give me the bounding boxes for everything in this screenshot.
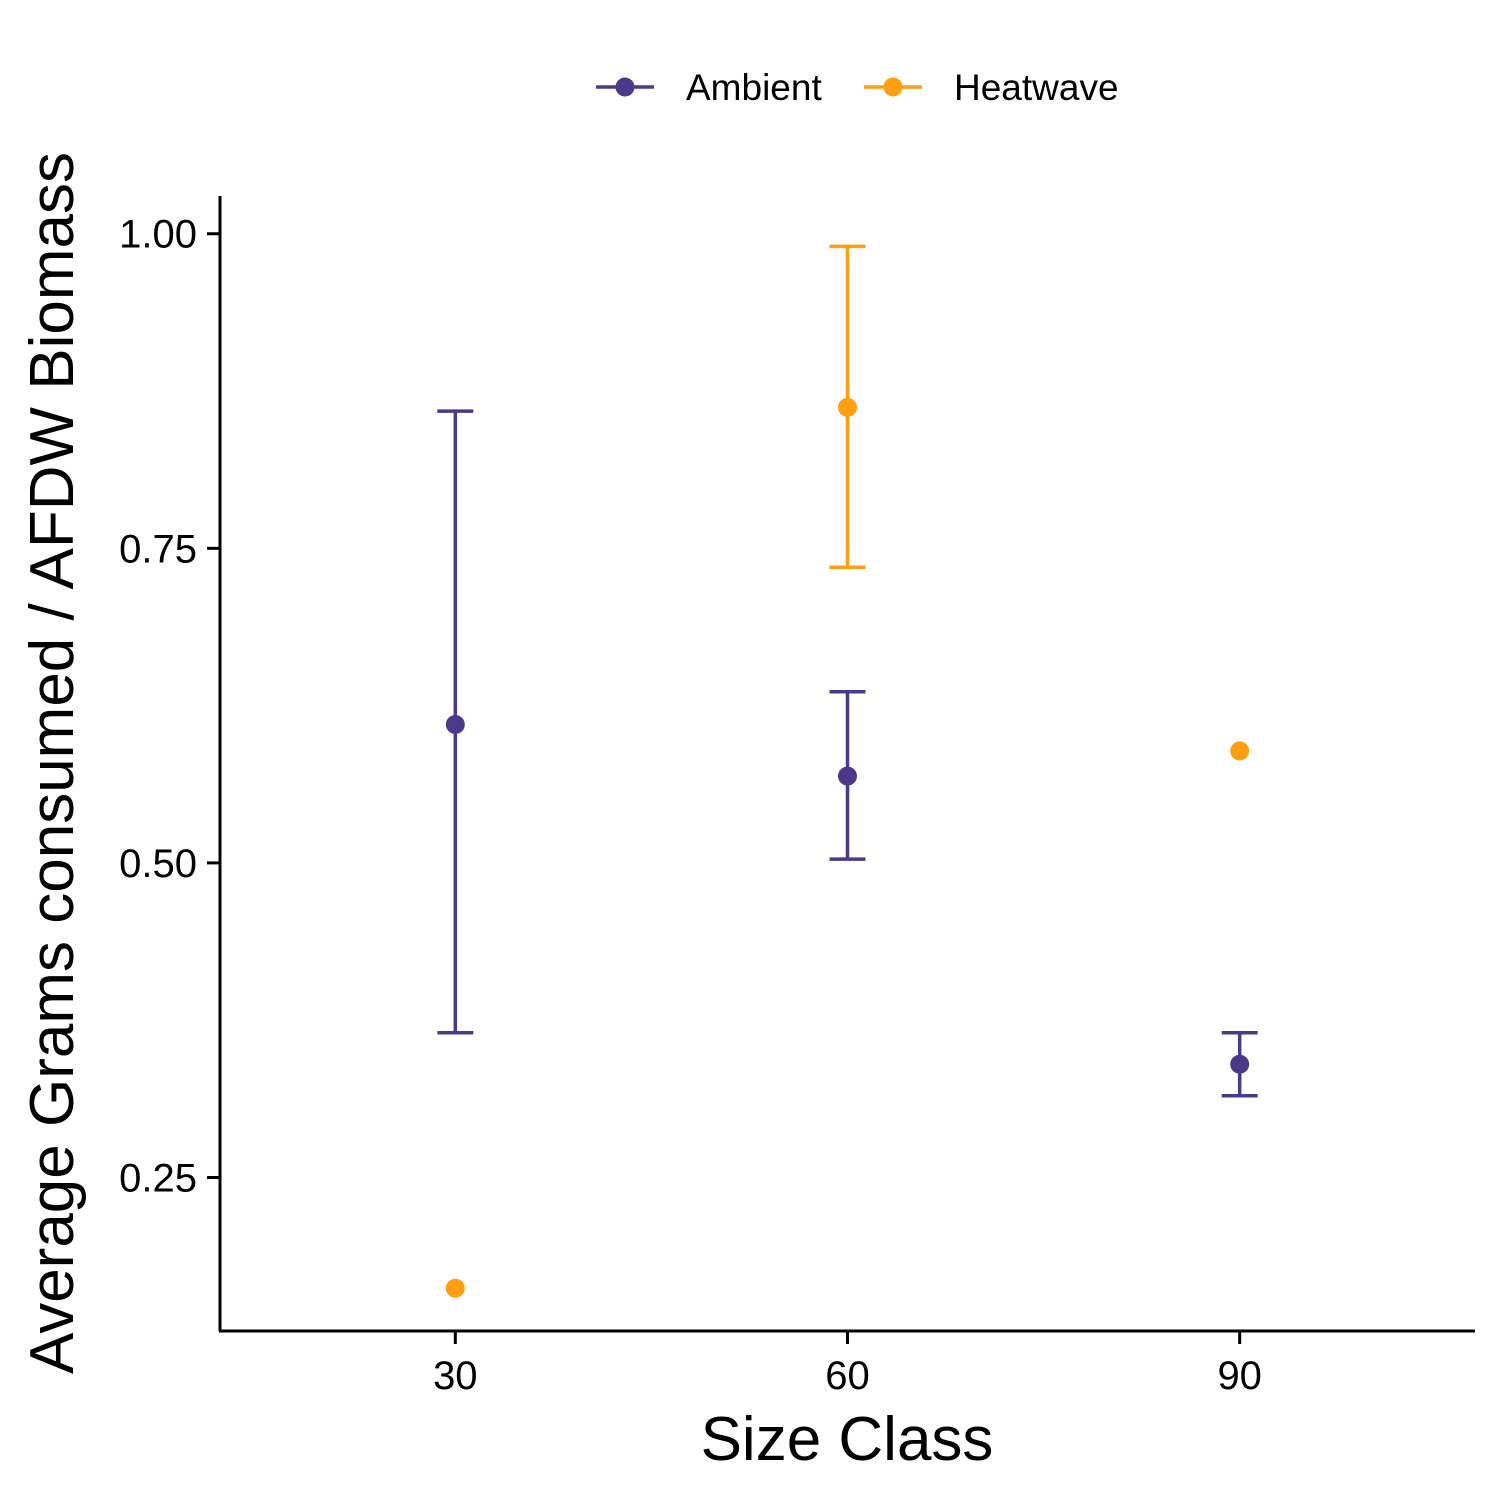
y-tick-label: 0.50	[119, 842, 197, 886]
legend-key-point	[883, 77, 903, 97]
x-tick-label: 30	[433, 1354, 478, 1398]
data-point	[838, 397, 857, 417]
y-ticks: 0.25 0.50 0.75 1.00	[119, 213, 220, 1200]
legend-label: Heatwave	[954, 67, 1119, 108]
y-tick-label: 1.00	[119, 213, 197, 257]
data-point	[445, 714, 465, 734]
legend: Ambient Heatwave	[596, 67, 1119, 108]
x-tick-label: 90	[1217, 1354, 1262, 1398]
legend-item-ambient: Ambient	[596, 67, 822, 108]
x-tick-label: 60	[825, 1354, 870, 1398]
series-heatwave	[445, 244, 1250, 1298]
legend-item-heatwave: Heatwave	[864, 67, 1119, 108]
data-point	[445, 1278, 465, 1298]
y-axis-title: Average Grams consumed / AFDW Biomass	[18, 152, 87, 1374]
x-axis-title: Size Class	[701, 1405, 994, 1474]
data-point	[838, 766, 857, 786]
legend-label: Ambient	[686, 67, 822, 108]
legend-key-point	[615, 77, 635, 97]
series-ambient	[437, 409, 1258, 1098]
data-point	[1230, 1054, 1250, 1074]
data-point	[1230, 741, 1250, 761]
x-ticks: 30 60 90	[433, 1331, 1262, 1398]
y-tick-label: 0.25	[119, 1156, 197, 1200]
data-marks	[437, 244, 1258, 1298]
y-tick-label: 0.75	[119, 527, 197, 571]
